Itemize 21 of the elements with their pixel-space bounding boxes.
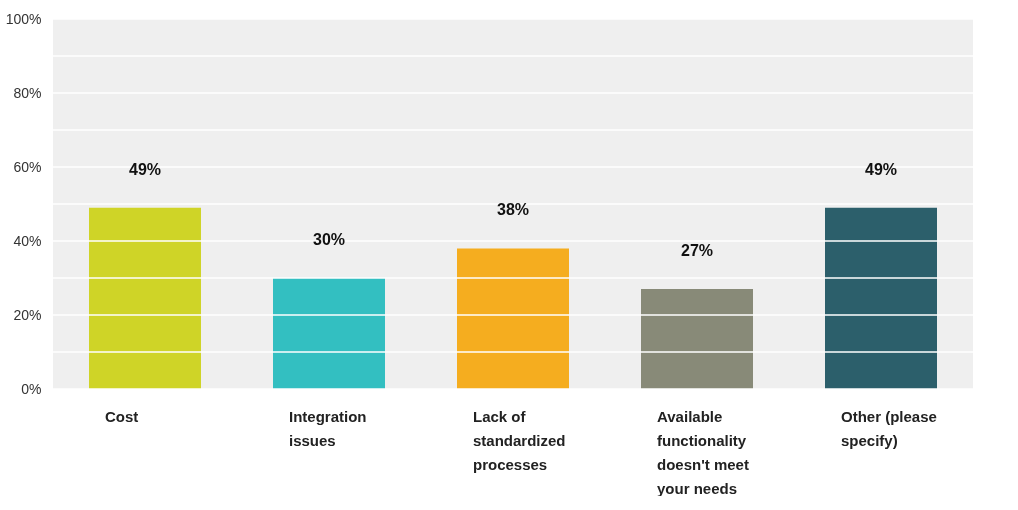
data-label: 30% — [312, 231, 346, 248]
bar — [825, 207, 937, 389]
bar — [89, 207, 201, 389]
data-label: 38% — [496, 201, 530, 219]
data-label: 27% — [680, 242, 714, 260]
y-tick-label: 60% — [13, 158, 42, 175]
y-tick-label: 40% — [13, 232, 42, 249]
y-tick-label: 100% — [5, 10, 42, 27]
x-tick-label: Integration issues — [289, 407, 367, 449]
y-tick-label: 80% — [13, 84, 42, 101]
x-tick-label: Available functionality doesn't meet your needs — [657, 407, 749, 497]
x-tick-label: Cost — [105, 407, 139, 425]
data-label: 49% — [864, 160, 898, 178]
data-label: 49% — [128, 160, 162, 178]
y-tick-label: 20% — [13, 306, 42, 323]
bar — [273, 278, 385, 389]
x-tick-label: Lack of standardized processes — [473, 407, 566, 473]
x-tick-label: Other (please specify) — [841, 407, 937, 449]
y-tick-label: 0% — [21, 380, 42, 397]
bar — [457, 248, 569, 389]
bar — [641, 289, 753, 389]
